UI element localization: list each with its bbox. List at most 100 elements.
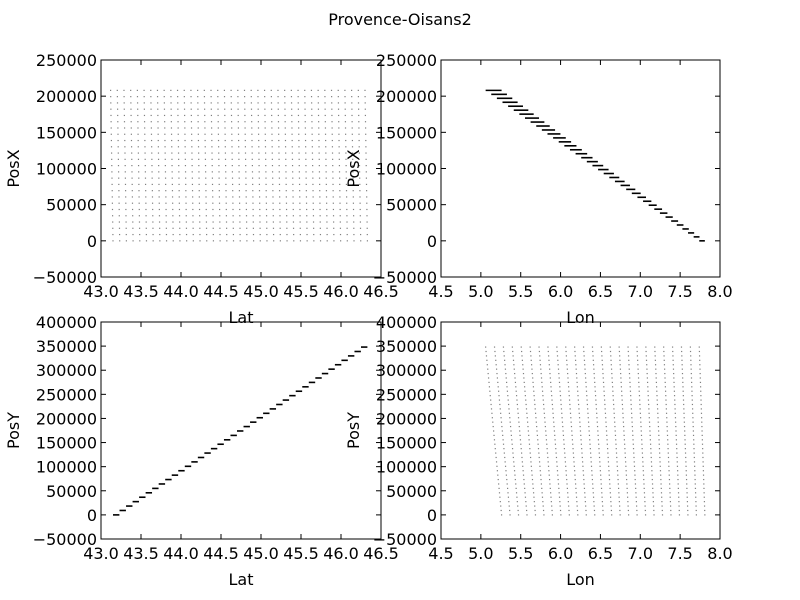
data-point: [145, 196, 147, 198]
data-point: [548, 474, 550, 476]
data-point: [324, 121, 326, 123]
data-point: [183, 89, 185, 91]
data-point: [191, 146, 193, 148]
data-point: [165, 240, 168, 242]
data-point: [231, 146, 233, 148]
data-point: [270, 96, 272, 98]
data-point: [124, 152, 126, 154]
data-point: [366, 196, 368, 198]
data-point: [592, 355, 594, 357]
data-point: [218, 177, 220, 179]
data-point: [298, 158, 300, 160]
data-point: [131, 208, 134, 211]
data-point: [332, 215, 335, 217]
data-point: [626, 487, 628, 489]
data-point: [251, 171, 254, 173]
data-point: [157, 133, 159, 135]
data-point: [258, 190, 261, 192]
data-point: [364, 102, 366, 104]
data-point: [151, 196, 154, 198]
data-point: [164, 177, 167, 179]
data-point: [179, 233, 181, 236]
data-point: [694, 470, 696, 472]
data-point: [252, 215, 254, 217]
data-point: [185, 177, 187, 179]
data-point: [366, 202, 368, 204]
x-tick-label: 46.0: [323, 544, 359, 563]
data-point: [650, 456, 652, 459]
data-point: [625, 470, 627, 472]
data-point: [652, 487, 654, 489]
data-point: [632, 434, 634, 436]
data-point: [292, 183, 294, 186]
data-point: [623, 430, 625, 432]
data-point: [291, 146, 293, 148]
data-point: [158, 183, 160, 186]
data-point: [603, 395, 605, 397]
data-point: [569, 412, 572, 414]
data-point: [524, 496, 527, 498]
data-point: [584, 492, 586, 494]
data-point: [514, 478, 516, 481]
data-point: [615, 439, 617, 441]
data-point: [665, 412, 668, 414]
data-point: [661, 501, 663, 503]
data-point: [231, 121, 233, 123]
data-point: [631, 425, 633, 428]
data-point: [298, 152, 300, 154]
data-marks: [110, 89, 368, 242]
data-point: [506, 390, 509, 392]
data-point: [352, 190, 354, 192]
data-point: [665, 408, 667, 410]
data-point: [629, 377, 631, 379]
data-point: [351, 139, 354, 142]
data-point: [628, 368, 630, 370]
data-point: [277, 89, 279, 91]
data-point: [219, 208, 221, 211]
data-point: [635, 487, 637, 489]
data-point: [192, 196, 194, 198]
data-point: [118, 227, 121, 229]
data-point: [204, 108, 206, 110]
data-point: [212, 240, 215, 242]
data-point: [573, 461, 575, 463]
data-point: [292, 215, 294, 217]
data-point: [650, 461, 653, 463]
data-point: [197, 139, 200, 142]
x-tick-label: 5.0: [468, 282, 493, 301]
data-point: [204, 146, 206, 148]
data-point: [304, 96, 306, 98]
data-point: [677, 487, 679, 489]
data-point: [352, 183, 354, 186]
data-point: [574, 350, 576, 353]
data-point: [676, 452, 678, 454]
data-point: [165, 190, 167, 192]
data-point: [331, 114, 333, 117]
data-point: [564, 461, 566, 463]
data-point: [549, 487, 551, 489]
data-point: [587, 408, 589, 410]
data-point: [571, 434, 573, 436]
data-point: [634, 478, 636, 481]
data-point: [583, 359, 586, 361]
data-point: [560, 408, 563, 410]
x-axis-label: Lat: [229, 308, 254, 327]
data-point: [265, 165, 267, 167]
data-point: [266, 227, 268, 229]
data-point: [258, 171, 260, 173]
data-point: [238, 196, 241, 198]
data-point: [264, 139, 266, 142]
data-point: [681, 355, 683, 357]
x-tick-label: 45.0: [243, 544, 279, 563]
data-point: [558, 381, 561, 384]
data-point: [319, 183, 321, 186]
data-point: [521, 359, 523, 361]
data-point: [131, 177, 133, 179]
data-point: [124, 177, 126, 179]
data-point: [184, 171, 187, 173]
data-point: [518, 425, 520, 428]
data-point: [143, 89, 145, 91]
data-point: [178, 177, 180, 179]
data-point: [538, 350, 540, 353]
data-point: [340, 240, 342, 242]
